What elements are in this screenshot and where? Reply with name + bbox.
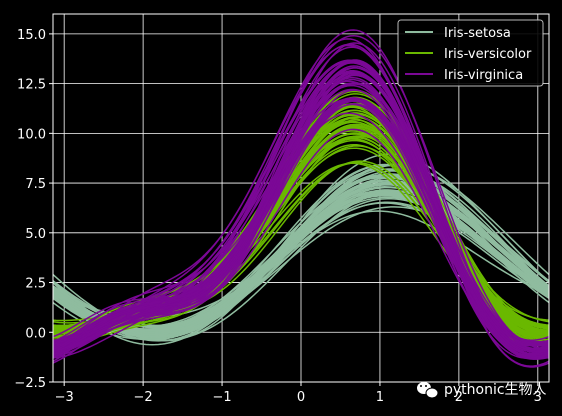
y-tick-label: 2.5 [25,277,46,292]
wechat-icon [417,382,439,399]
legend-label-setosa: Iris-setosa [444,26,511,41]
curve-iris-setosa [53,174,549,336]
x-tick-label: −1 [212,390,231,405]
legend-label-virginica: Iris-virginica [444,68,523,83]
curve-iris-virginica [53,71,549,348]
legend-box [397,19,544,87]
y-tick-label: 10.0 [17,127,46,142]
curve-iris-virginica [53,97,549,347]
curve-iris-virginica [53,74,549,347]
watermark-text: pythonic生物人 [444,382,547,398]
curve-iris-setosa [53,174,549,333]
y-tick-label: −2.5 [14,376,46,391]
y-tick-label: 0.0 [25,326,46,341]
andrews-curves [53,29,549,368]
legend: Iris-setosa Iris-versicolor Iris-virgini… [397,19,544,87]
x-tick-label: −2 [134,390,153,405]
y-tick-label: 7.5 [25,177,46,192]
legend-label-versicolor: Iris-versicolor [444,47,532,62]
x-tick-label: −3 [55,390,74,405]
y-tick-label: 15.0 [17,28,46,43]
x-tick-label: 0 [297,390,305,405]
axis-ticks: −3 −2 −1 0 1 2 3 −2.5 0.0 2.5 5.0 7.5 10.0 12.5 15.0 [14,28,542,405]
curve-iris-setosa [53,186,549,332]
x-tick-label: 1 [376,390,384,405]
curve-iris-virginica [53,97,549,353]
x-tick-label: 3 [534,390,542,405]
y-tick-label: 12.5 [17,78,46,93]
x-tick-label: 2 [455,390,463,405]
watermark: pythonic生物人 [417,382,547,399]
y-tick-label: 5.0 [25,227,46,242]
